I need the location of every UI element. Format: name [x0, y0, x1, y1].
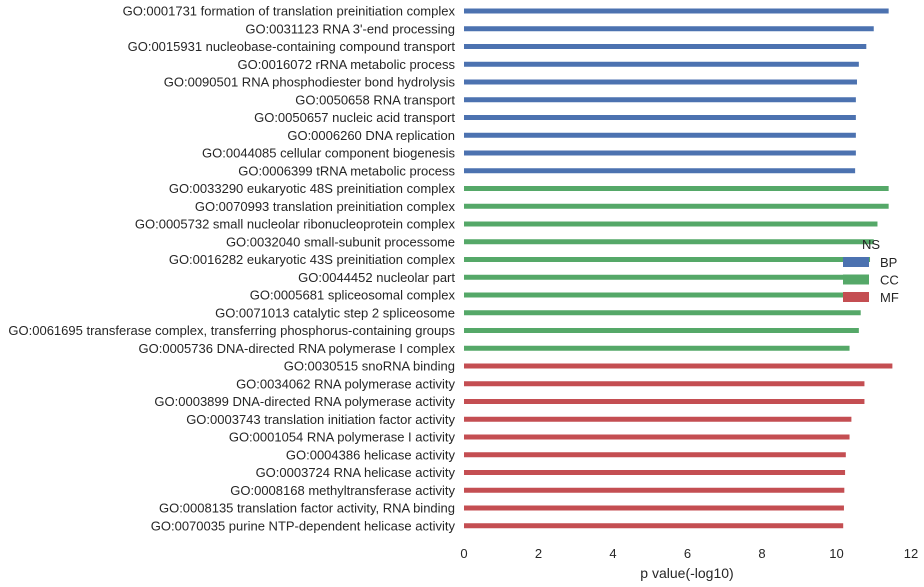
legend-label-bp: BP [880, 255, 897, 270]
category-label: GO:0034062 RNA polymerase activity [236, 376, 455, 391]
x-axis-title: p value(-log10) [640, 565, 733, 581]
category-label: GO:0001054 RNA polymerase I activity [229, 430, 456, 445]
category-label: GO:0005681 spliceosomal complex [250, 288, 456, 303]
bar-bp [464, 115, 856, 120]
bar-cc [464, 310, 861, 316]
bar-mf [464, 470, 846, 475]
category-label: GO:0032040 small-subunit processome [226, 234, 455, 249]
category-label: GO:0015931 nucleobase-containing compoun… [128, 39, 456, 54]
bar-mf [464, 416, 852, 422]
x-tick-label: 0 [460, 546, 467, 561]
legend-swatch-bp [843, 257, 869, 267]
legend-swatch-mf [843, 292, 869, 302]
category-label: GO:0005736 DNA-directed RNA polymerase I… [139, 341, 456, 356]
category-label: GO:0061695 transferase complex, transfer… [8, 323, 455, 338]
bar-mf [464, 452, 846, 458]
x-tick-label: 2 [535, 546, 542, 561]
category-label: GO:0030515 snoRNA binding [284, 359, 455, 374]
bar-bp [464, 168, 856, 174]
category-label: GO:0033290 eukaryotic 48S preinitiation … [169, 181, 456, 196]
bar-bp [464, 132, 856, 138]
category-label: GO:0006399 tRNA metabolic process [238, 163, 455, 178]
bar-mf [464, 523, 844, 529]
category-label: GO:0003899 DNA-directed RNA polymerase a… [154, 394, 455, 409]
category-label: GO:0004386 helicase activity [286, 447, 456, 462]
bar-mf [464, 381, 865, 387]
legend-title: NS [862, 237, 880, 252]
bar-cc [464, 186, 889, 191]
bar-mf [464, 434, 850, 440]
category-label: GO:0050657 nucleic acid transport [254, 110, 455, 125]
category-label: GO:0071013 catalytic step 2 spliceosome [215, 305, 455, 320]
bar-cc [464, 345, 850, 351]
x-tick-label: 8 [758, 546, 765, 561]
bar-cc [464, 221, 878, 227]
bar-cc [464, 239, 874, 245]
category-label: GO:0003724 RNA helicase activity [256, 465, 456, 480]
category-label: GO:0016282 eukaryotic 43S preinitiation … [169, 252, 456, 267]
bar-cc [464, 274, 867, 280]
x-tick-label: 4 [609, 546, 616, 561]
bar-mf [464, 399, 865, 404]
bar-cc [464, 328, 859, 333]
bar-mf [464, 487, 845, 493]
category-label: GO:0006260 DNA replication [287, 128, 455, 143]
x-tick-label: 10 [829, 546, 843, 561]
x-tick-label: 12 [904, 546, 918, 561]
bar-bp [464, 97, 856, 103]
legend-label-mf: MF [880, 290, 899, 305]
legend-swatch-cc [843, 274, 869, 285]
x-tick-label: 6 [684, 546, 691, 561]
category-label: GO:0090501 RNA phosphodiester bond hydro… [164, 75, 456, 90]
bar-mf [464, 363, 893, 369]
bar-cc [464, 257, 871, 262]
category-labels: GO:0001731 formation of translation prei… [8, 4, 455, 534]
category-label: GO:0031123 RNA 3'-end processing [245, 21, 455, 36]
bar-bp [464, 8, 889, 14]
category-label: GO:0050658 RNA transport [295, 92, 455, 107]
category-label: GO:0044452 nucleolar part [298, 270, 455, 285]
bar-cc [464, 203, 889, 209]
category-label: GO:0008135 translation factor activity, … [159, 501, 455, 516]
legend-label-cc: CC [880, 273, 899, 288]
legend: NS BP CC MF [843, 237, 899, 305]
bar-bp [464, 61, 859, 67]
category-label: GO:0008168 methyltransferase activity [230, 483, 455, 498]
category-label: GO:0005732 small nucleolar ribonucleopro… [135, 217, 456, 232]
bar-bp [464, 44, 867, 49]
category-label: GO:0070035 purine NTP-dependent helicase… [151, 518, 456, 533]
category-label: GO:0070993 translation preinitiation com… [195, 199, 456, 214]
bars-group [464, 8, 893, 529]
bar-bp [464, 79, 857, 85]
bar-cc [464, 292, 863, 298]
bar-bp [464, 26, 874, 32]
category-label: GO:0016072 rRNA metabolic process [238, 57, 456, 72]
bar-bp [464, 150, 856, 156]
bar-mf [464, 505, 844, 511]
category-label: GO:0044085 cellular component biogenesis [202, 146, 455, 161]
category-label: GO:0001731 formation of translation prei… [123, 4, 456, 19]
x-axis-ticks: 0 2 4 6 8 10 12 [460, 546, 918, 561]
category-label: GO:0003743 translation initiation factor… [186, 412, 455, 427]
